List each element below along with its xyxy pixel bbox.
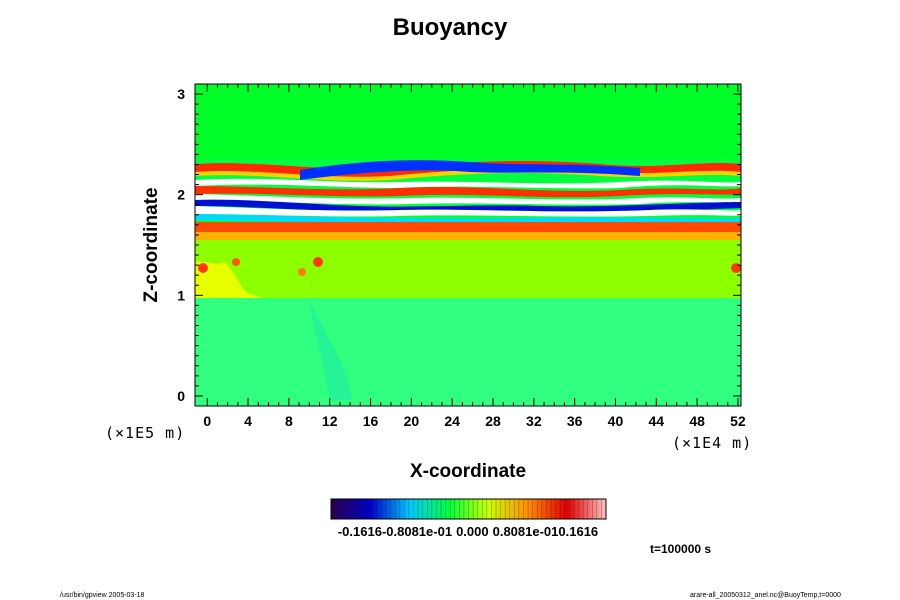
plume-left — [195, 261, 275, 300]
x-tick-label-1: 4 — [244, 413, 252, 429]
x-tick-label-0: 0 — [203, 413, 211, 429]
positive-boundary-layer — [195, 222, 741, 232]
plume-core-4 — [298, 268, 306, 276]
x-tick-label-13: 52 — [730, 413, 746, 429]
footer-right: arare-all_20050312_anel.nc@BuoyTemp,t=00… — [690, 592, 841, 599]
y-tick-label-1: 1 — [177, 287, 185, 303]
x-axis-title: X-coordinate — [410, 461, 526, 482]
chart-title: Buoyancy — [392, 14, 508, 41]
y-tick-label-0: 0 — [177, 388, 185, 404]
middle-warm-band — [195, 240, 741, 298]
heatmap-field — [195, 84, 741, 406]
x-axis-ticks: 0 4 8 12 16 20 24 28 32 36 40 44 48 52 — [203, 84, 746, 429]
plume-core-2 — [232, 258, 240, 266]
y-tick-label-3: 3 — [177, 86, 185, 102]
x-tick-label-2: 8 — [285, 413, 293, 429]
upper-neutral-band — [195, 84, 741, 159]
lower-band — [195, 298, 741, 406]
saturated-band-1 — [195, 178, 741, 189]
negative-stripe-lower — [195, 199, 741, 213]
plume-core-1 — [198, 263, 208, 273]
x-tick-label-7: 28 — [485, 413, 501, 429]
colorbar-frame — [330, 498, 607, 520]
x-tick-label-8: 32 — [526, 413, 542, 429]
colorbar-ticks — [335, 499, 602, 519]
plume-core-3 — [313, 257, 323, 267]
colorbar-labels: -0.1616-0.8081e-01 0.000 0.8081e-010.1616 — [338, 524, 598, 539]
x-tick-label-12: 48 — [689, 413, 705, 429]
colorbar-label-1: -0.8081e-01 — [382, 524, 452, 539]
colorbar-label-4: 0.1616 — [558, 524, 598, 539]
y-axis-ticks: 0 1 2 3 — [177, 83, 741, 404]
colorbar-label-2: 0.000 — [456, 524, 489, 539]
positive-stripe-mid — [195, 186, 741, 198]
transition-layer — [195, 232, 741, 240]
yellow-stripe-upper — [195, 169, 741, 181]
time-label: t=100000 s — [650, 542, 711, 556]
saturated-band-2 — [195, 194, 741, 205]
colorbar-label-0: -0.1616 — [338, 524, 382, 539]
footer-left: /usr/bin/gpview 2005-03-18 — [60, 592, 145, 599]
lower-plume — [310, 300, 352, 400]
x-tick-label-5: 20 — [404, 413, 420, 429]
negative-stripe-upper — [300, 160, 640, 180]
plume-core-5 — [731, 263, 741, 273]
saturated-band-3 — [195, 206, 741, 217]
x-tick-label-3: 12 — [322, 413, 338, 429]
y-axis-title: Z-coordinate — [141, 187, 162, 302]
x-tick-label-6: 24 — [444, 413, 460, 429]
x-tick-label-11: 44 — [649, 413, 665, 429]
x-scale-note: (×1E4 m) — [672, 434, 752, 452]
x-tick-label-10: 40 — [608, 413, 624, 429]
y-scale-note: (×1E5 m) — [105, 424, 185, 442]
colorbar — [330, 498, 607, 520]
cyan-stripe — [195, 214, 741, 224]
x-tick-label-4: 16 — [363, 413, 379, 429]
y-tick-label-2: 2 — [177, 187, 185, 203]
x-tick-label-9: 36 — [567, 413, 583, 429]
colorbar-label-3: 0.8081e-01 — [493, 524, 559, 539]
